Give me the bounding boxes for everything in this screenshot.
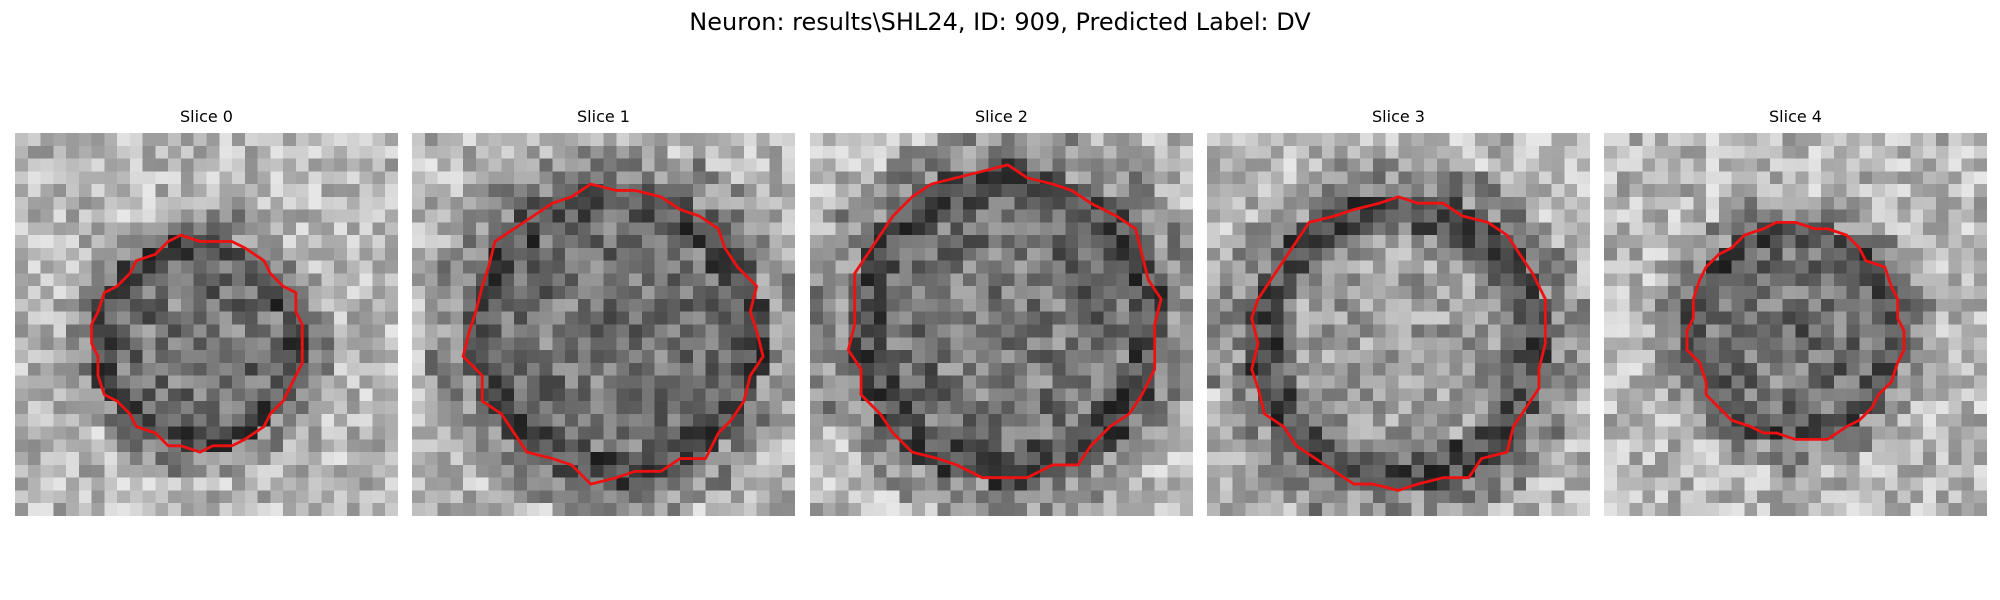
slice-title: Slice 4 [1769,107,1822,126]
neuron-image [15,133,398,516]
neuron-contour [461,182,765,486]
pixel-grid [810,133,1193,516]
slice-title: Slice 0 [180,107,233,126]
pixel-grid [412,133,795,516]
neuron-image [412,133,795,516]
slice-title: Slice 3 [1372,107,1425,126]
neuron-contour [1250,195,1547,492]
neuron-image [810,133,1193,516]
slice-title: Slice 2 [975,107,1028,126]
neuron-contour [1685,220,1906,441]
pixel-grid [1207,133,1590,516]
slice-title: Slice 1 [577,107,630,126]
neuron-image [1604,133,1987,516]
neuron-image [1207,133,1590,516]
neuron-contour [90,233,304,454]
pixel-grid [1604,133,1987,516]
neuron-contour [846,163,1163,480]
pixel-grid [15,133,398,516]
figure-title: Neuron: results\SHL24, ID: 909, Predicte… [689,8,1311,36]
